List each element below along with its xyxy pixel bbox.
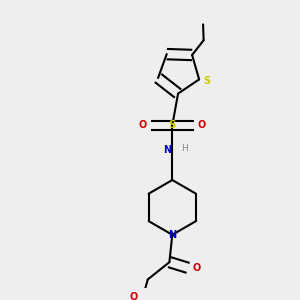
Text: N: N	[168, 230, 176, 240]
Text: S: S	[169, 120, 176, 130]
Text: O: O	[129, 292, 137, 300]
Text: O: O	[198, 120, 206, 130]
Text: N: N	[163, 145, 171, 155]
Text: O: O	[192, 263, 200, 273]
Text: O: O	[139, 120, 147, 130]
Text: S: S	[203, 76, 210, 86]
Text: H: H	[181, 144, 188, 153]
